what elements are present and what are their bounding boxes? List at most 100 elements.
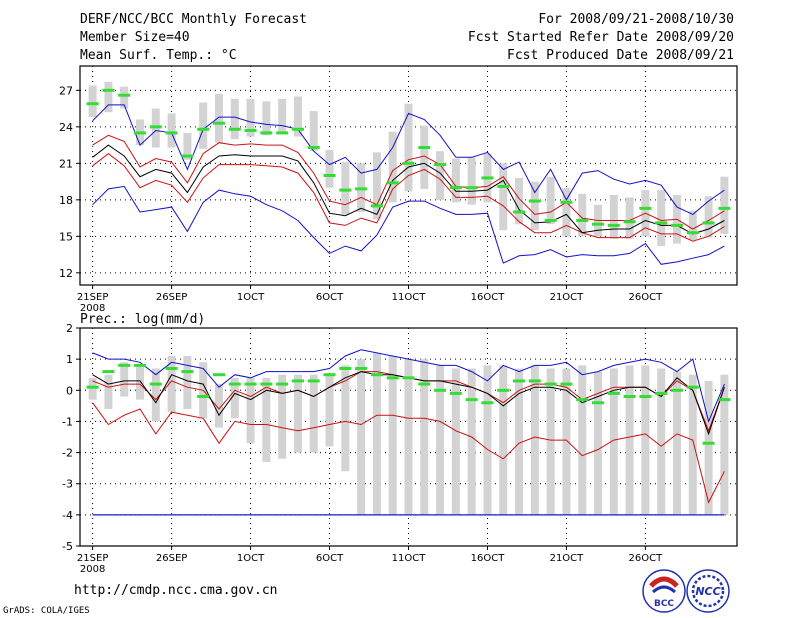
prec-obs-day-9	[212, 373, 225, 377]
temp-box-day-41	[720, 176, 729, 234]
prec-obs-day-20	[386, 376, 399, 380]
temp-box-day-13	[278, 98, 287, 135]
prec-obs-day-7	[181, 370, 194, 374]
temp-obs-day-2	[102, 88, 115, 92]
prec-box-day-32	[578, 365, 587, 515]
temp-obs-day-7	[181, 154, 194, 158]
prec-obs-day-35	[623, 395, 636, 399]
temp-obs-day-13	[276, 131, 289, 135]
prec-xtick-label: 26OCT	[629, 553, 664, 564]
prec-box-day-29	[530, 365, 539, 515]
prec-obs-day-41	[718, 398, 731, 402]
temp-obs-day-12	[260, 131, 273, 135]
temp-box-day-29	[530, 181, 539, 231]
temp-box-day-1	[88, 85, 97, 118]
ncc-logo: NCC	[686, 569, 730, 613]
temp-obs-day-19	[370, 204, 383, 208]
prec-xtick-label: 11OCT	[392, 553, 427, 564]
prec-xtick-label: 21OCT	[550, 553, 585, 564]
prec-box-day-10	[230, 377, 239, 419]
prec-box-day-19	[372, 352, 381, 515]
temp-obs-day-1	[86, 102, 99, 106]
temp-box-day-22	[420, 125, 429, 189]
prec-obs-day-17	[339, 366, 352, 370]
temp-obs-day-25	[465, 186, 478, 190]
temp-ytick-label: 24	[59, 121, 73, 134]
date-line-3: Fcst Produced Date 2008/09/21	[507, 48, 734, 63]
temp-obs-day-9	[212, 121, 225, 125]
temp-obs-day-36	[639, 206, 652, 210]
temp-box-day-20	[388, 131, 397, 203]
prec-box-day-37	[657, 368, 666, 515]
prec-obs-day-32	[576, 398, 589, 402]
title-line-2: Member Size=40	[80, 30, 190, 45]
temp-obs-day-14	[291, 127, 304, 131]
temp-obs-day-18	[355, 187, 368, 191]
temp-xtick-label: 6OCT	[316, 292, 344, 303]
prec-box-day-31	[562, 368, 571, 515]
prec-box-day-14	[293, 374, 302, 453]
prec-box-day-25	[467, 368, 476, 515]
prec-obs-day-37	[655, 391, 668, 395]
prec-obs-day-12	[260, 382, 273, 386]
prec-xtick-label: 1OCT	[237, 553, 265, 564]
temp-box-day-19	[372, 152, 381, 220]
prec-box-day-27	[499, 365, 508, 515]
prec-box-day-36	[641, 365, 650, 515]
temp-box-day-10	[230, 98, 239, 139]
prec-obs-day-30	[544, 382, 557, 386]
temp-box-day-35	[625, 197, 634, 239]
ncc-logo-text: NCC	[695, 585, 720, 598]
temp-obs-day-41	[718, 206, 731, 210]
prec-box-day-4	[136, 365, 145, 400]
temp-obs-day-4	[134, 131, 147, 135]
prec-obs-day-28	[513, 379, 526, 383]
prec-box-day-17	[341, 365, 350, 472]
prec-obs-day-10	[228, 382, 241, 386]
source-url: http://cmdp.ncc.cma.gov.cn	[74, 583, 278, 598]
temp-obs-day-35	[623, 220, 636, 224]
temp-obs-day-3	[118, 93, 131, 97]
prec-obs-day-3	[118, 363, 131, 367]
prec-obs-day-27	[497, 388, 510, 392]
prec-obs-day-4	[134, 363, 147, 367]
temp-obs-day-37	[655, 221, 668, 225]
temp-box-day-28	[515, 177, 524, 225]
prec-max-line	[92, 349, 725, 423]
prec-xtick-label: 16OCT	[471, 553, 506, 564]
temp-box-day-40	[704, 196, 713, 238]
temp-obs-day-21	[402, 161, 415, 165]
prec-box-day-9	[214, 384, 223, 428]
prec-obs-day-13	[276, 382, 289, 386]
prec-obs-day-36	[639, 395, 652, 399]
prec-lower-line	[92, 402, 725, 504]
prec-obs-day-39	[686, 385, 699, 389]
temp-box-day-30	[546, 176, 555, 225]
temp-xtick-label: 21OCT	[550, 292, 585, 303]
bcc-logo-text: BCC	[654, 599, 674, 609]
prec-box-day-33	[594, 371, 603, 515]
temp-obs-day-33	[592, 222, 605, 226]
temp-ytick-label: 15	[59, 230, 73, 243]
prec-box-day-6	[167, 356, 176, 413]
prec-box-day-15	[309, 374, 318, 453]
prec-ytick-label: -1	[62, 415, 73, 428]
prec-obs-day-2	[102, 370, 115, 374]
temp-obs-day-5	[149, 125, 162, 129]
prec-obs-day-14	[291, 379, 304, 383]
temp-mean-line	[92, 144, 725, 235]
temp-box-day-14	[293, 96, 302, 137]
prec-ytick-label: -3	[62, 478, 73, 491]
prec-obs-day-38	[670, 388, 683, 392]
temp-ytick-label: 18	[59, 194, 73, 207]
temp-lower-line	[92, 152, 725, 242]
prec-ytick-label: 2	[66, 322, 73, 335]
temp-xtick-label: 21SEP	[77, 292, 108, 303]
prec-ytick-label: 1	[66, 353, 73, 366]
prec-obs-day-24	[449, 391, 462, 395]
temp-obs-day-22	[418, 146, 431, 150]
date-line-1: For 2008/09/21-2008/10/30	[538, 12, 734, 27]
prec-obs-day-40	[702, 441, 715, 445]
temp-box-day-3	[120, 86, 129, 109]
